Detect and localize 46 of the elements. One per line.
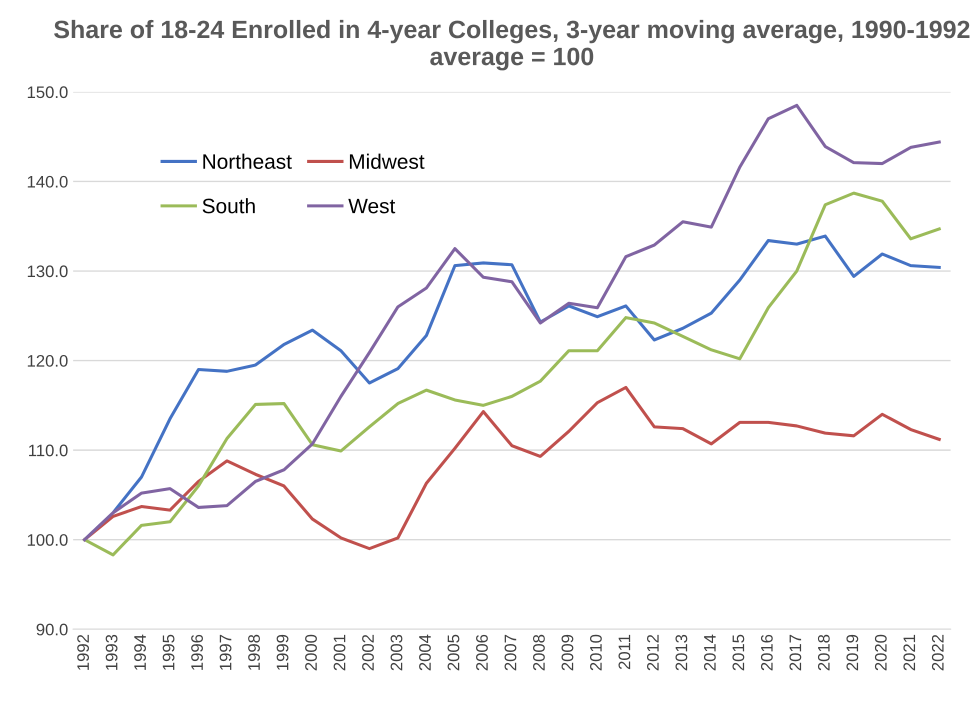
x-tick-label: 2021 <box>903 634 916 670</box>
x-tick-label: 2002 <box>362 634 374 670</box>
x-tick-label: 2007 <box>504 634 516 670</box>
legend-label: West <box>348 198 396 214</box>
y-tick-label: 150.0 <box>28 86 68 98</box>
x-tick-label: 2018 <box>818 634 830 670</box>
x-tick-label: 2015 <box>732 634 744 670</box>
x-tick-label: 1995 <box>162 634 174 670</box>
x-tick-label: 2005 <box>448 634 460 670</box>
legend-label: Northeast <box>203 154 292 169</box>
y-tick-label: 120.0 <box>28 354 68 367</box>
x-tick-label: 2010 <box>590 634 602 670</box>
line-series <box>82 192 941 556</box>
x-tick-label: 2004 <box>419 634 431 670</box>
x-tick-label: 2003 <box>390 634 402 670</box>
x-tick-label: 2006 <box>476 634 488 670</box>
legend-label: Midwest <box>350 154 424 169</box>
x-tick-label: 2008 <box>533 634 545 670</box>
x-tick-label: 2011 <box>618 634 630 670</box>
x-tick-label: 2016 <box>760 634 773 670</box>
x-tick-label: 2013 <box>675 634 688 670</box>
x-tick-label: 2017 <box>789 634 802 670</box>
x-tick-label: 1993 <box>106 634 118 670</box>
y-tick-label: 110.0 <box>29 444 68 456</box>
x-tick-label: 2020 <box>874 634 887 670</box>
x-tick-label: 2000 <box>305 634 317 670</box>
x-tick-label: 1994 <box>134 634 146 670</box>
x-tick-label: 2012 <box>647 634 659 670</box>
x-tick-label: 1992 <box>77 634 89 670</box>
x-tick-label: 1999 <box>276 634 288 670</box>
x-tick-label: 2001 <box>334 634 346 670</box>
legend-label: South <box>202 198 255 214</box>
x-tick-label: 2019 <box>846 634 858 670</box>
y-tick-label: 130.0 <box>28 265 68 278</box>
y-tick-label: 90.0 <box>36 624 68 636</box>
line-series <box>82 386 941 550</box>
y-tick-label: 140.0 <box>28 176 68 188</box>
line-series <box>82 104 941 542</box>
y-tick-label: 100.0 <box>28 534 68 546</box>
x-tick-label: 1996 <box>191 634 203 670</box>
x-tick-label: 2022 <box>932 634 944 670</box>
x-tick-label: 2009 <box>562 634 574 670</box>
x-tick-label: 1998 <box>248 634 260 670</box>
x-tick-label: 1997 <box>220 634 232 670</box>
x-tick-label: 2014 <box>704 634 716 670</box>
chart-title: Share of 18-24 Enrolled in 4-year Colleges, 3-year moving average, 1990-1992 average = 100 <box>54 20 970 70</box>
